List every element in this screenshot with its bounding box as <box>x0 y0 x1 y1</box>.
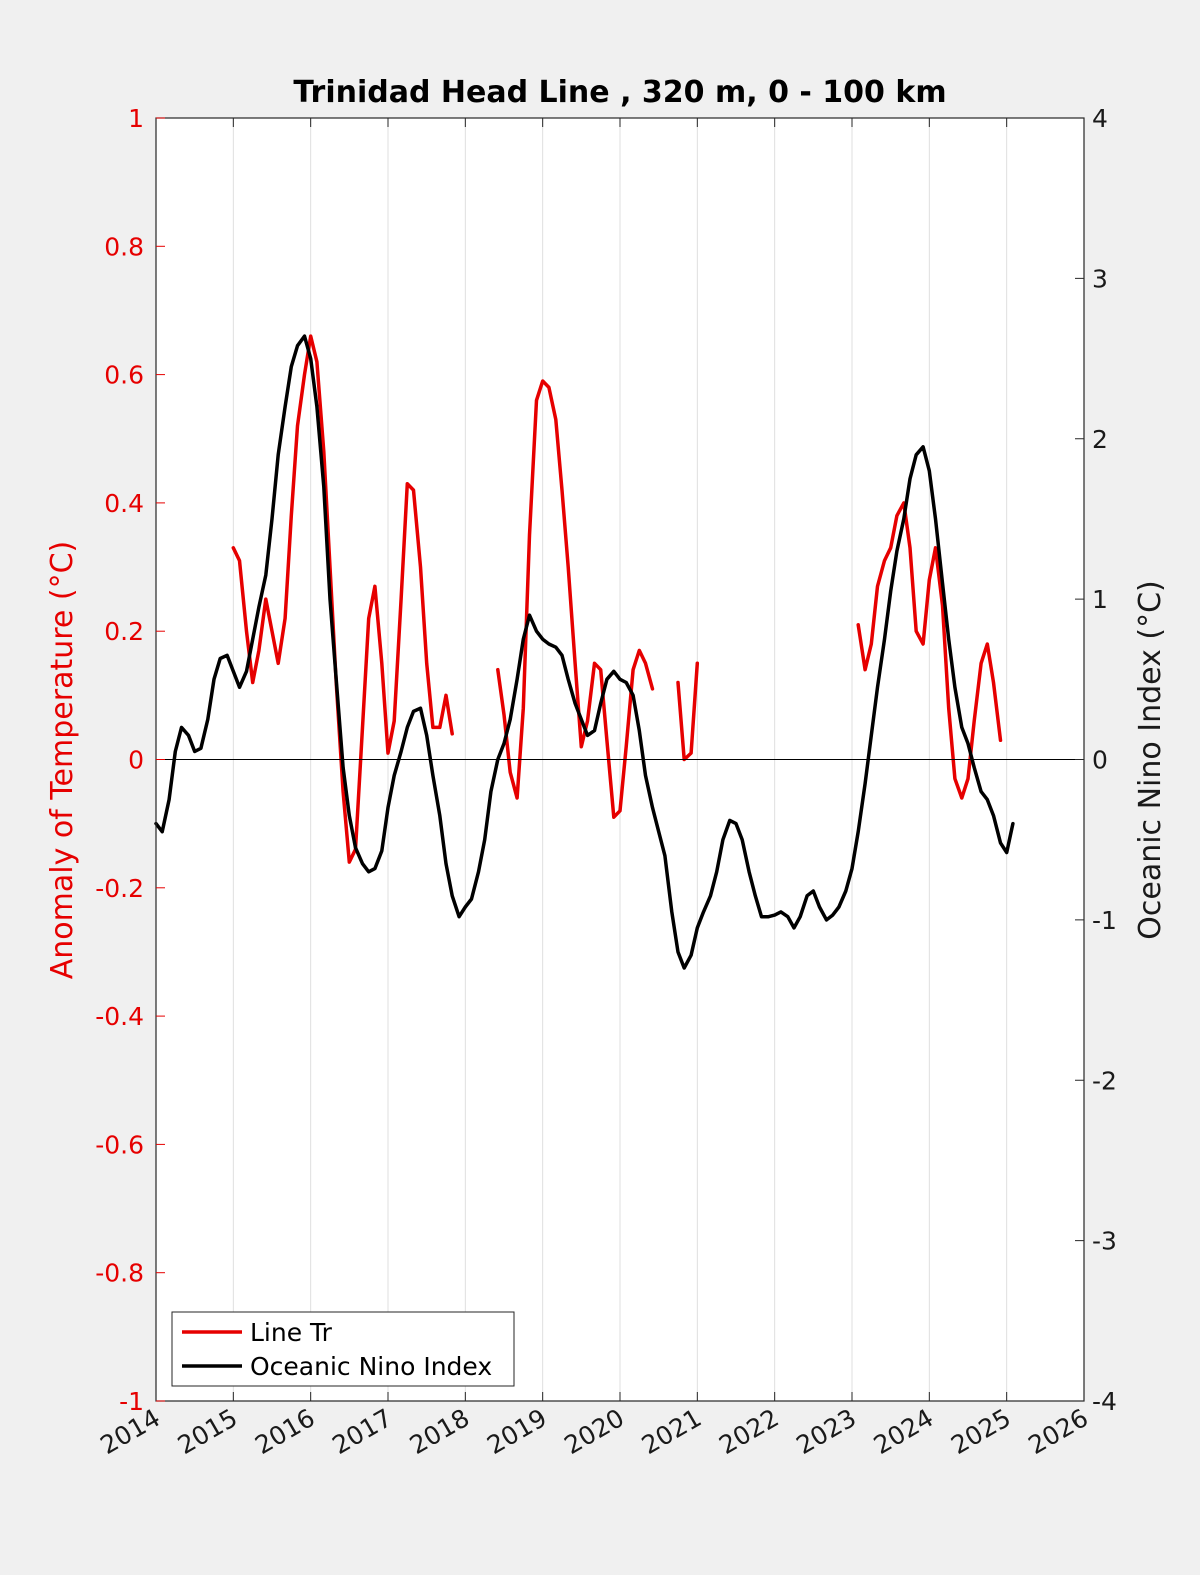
left-y-tick-label: -0.2 <box>95 874 144 903</box>
left-y-tick-label: -0.4 <box>95 1002 144 1031</box>
left-y-tick-label: 0.8 <box>104 232 144 261</box>
right-y-tick-label: 4 <box>1092 104 1108 133</box>
left-y-tick-label: 0.2 <box>104 617 144 646</box>
chart-title: Trinidad Head Line , 320 m, 0 - 100 km <box>293 75 946 110</box>
right-y-tick-label: 2 <box>1092 425 1108 454</box>
oni-series-segment-0 <box>154 334 1015 970</box>
left-y-tick-label: 0.4 <box>104 489 144 518</box>
right-y-tick-label: -4 <box>1092 1387 1117 1416</box>
line-tr-series-segment-2 <box>676 661 700 762</box>
legend-box <box>171 1311 515 1387</box>
left-y-tick-label: -0.6 <box>95 1130 144 1159</box>
left-y-tick-label: 0.6 <box>104 361 144 390</box>
legend-label-line-tr: Line Tr <box>250 1318 333 1347</box>
right-axis-label: Oceanic Nino Index (°C) <box>1133 580 1168 940</box>
right-y-tick-label: 0 <box>1092 746 1108 775</box>
left-y-tick-label: -1 <box>119 1387 144 1416</box>
line-tr-series-segment-1 <box>496 379 655 819</box>
line-tr-series-segment-3 <box>856 501 1003 800</box>
left-axis-label: Anomaly of Temperature (°C) <box>45 541 80 980</box>
left-y-tick-label: -0.8 <box>95 1259 144 1288</box>
series-lines <box>154 334 1015 970</box>
left-y-tick-label: 0 <box>128 746 144 775</box>
line-tr-series-segment-0 <box>231 334 454 864</box>
axis-ticks <box>155 117 1085 1402</box>
right-y-tick-label: 1 <box>1092 585 1108 614</box>
right-y-tick-label: -3 <box>1092 1227 1117 1256</box>
right-y-tick-label: -2 <box>1092 1066 1117 1095</box>
legend: Line Tr Oceanic Nino Index <box>171 1311 515 1387</box>
left-y-tick-label: 1 <box>128 104 144 133</box>
right-y-tick-label: 3 <box>1092 264 1108 293</box>
legend-label-oni: Oceanic Nino Index <box>250 1352 492 1381</box>
right-y-tick-label: -1 <box>1092 906 1117 935</box>
